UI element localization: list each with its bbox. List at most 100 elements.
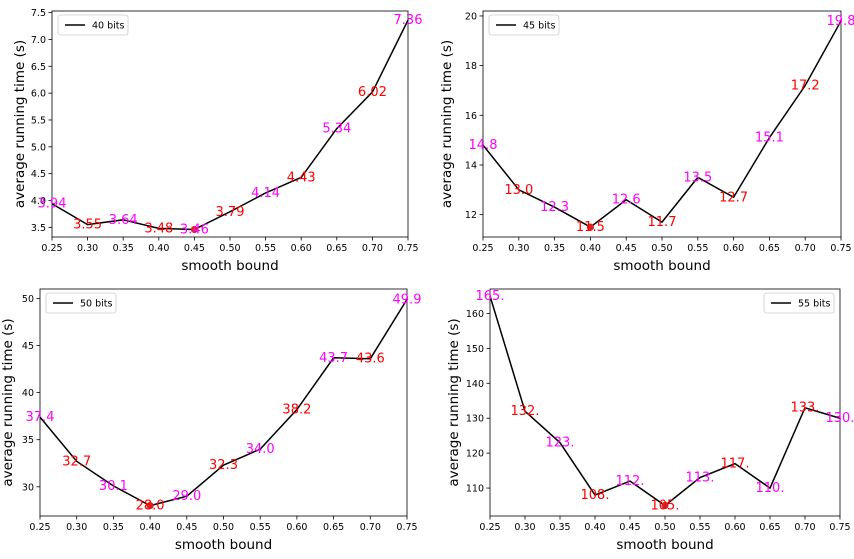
data-label: 13.0 <box>504 183 533 198</box>
x-tick-label: 0.30 <box>66 522 87 533</box>
y-axis-label: average running time (s) <box>446 318 462 486</box>
x-tick-label: 0.55 <box>250 522 271 533</box>
x-tick-label: 0.25 <box>41 243 62 254</box>
data-label: 123. <box>546 436 575 451</box>
x-tick-label: 0.70 <box>362 243 383 254</box>
legend-entry: 45 bits <box>523 21 556 32</box>
data-label: 38.2 <box>282 403 311 418</box>
legend-entry: 40 bits <box>92 21 125 32</box>
legend-box <box>763 292 835 314</box>
x-axis-label: smooth bound <box>181 258 278 274</box>
data-label: 4.14 <box>251 186 280 201</box>
data-label: 165. <box>476 289 505 304</box>
x-tick-label: 0.60 <box>286 522 307 533</box>
minimum-point-marker <box>661 501 669 510</box>
legend: 40 bits <box>57 14 129 36</box>
x-tick-label: 0.40 <box>140 522 161 533</box>
data-label: 3.55 <box>73 218 102 233</box>
data-label: 29.0 <box>172 489 201 504</box>
data-label: 4.43 <box>287 170 316 185</box>
data-label: 105. <box>651 499 680 514</box>
x-tick-label: 0.65 <box>759 522 780 533</box>
data-label: 110. <box>756 481 785 496</box>
x-tick-label: 0.45 <box>184 243 205 254</box>
data-label: 32.3 <box>209 458 238 473</box>
data-label: 11.7 <box>648 215 677 230</box>
chart-panel-2: 0.25 0.30 0.35 0.40 0.45 0.50 0.55 0.60 0.65 0.70… <box>439 10 854 274</box>
x-tick-label: 0.55 <box>689 522 710 533</box>
y-tick-label: 4.0 <box>31 196 46 207</box>
y-tick-label: 7.0 <box>31 35 46 46</box>
y-tick-label: 40 <box>22 388 34 399</box>
x-tick-label: 0.35 <box>549 522 570 533</box>
y-tick-label: 5.0 <box>31 142 46 153</box>
data-label: 17.2 <box>791 79 820 94</box>
data-label: 19.8 <box>827 14 854 29</box>
y-tick-label: 14 <box>465 160 477 171</box>
minimum-point-marker <box>146 502 154 510</box>
legend-box <box>488 14 560 36</box>
x-axis-label: smooth bound <box>175 537 272 553</box>
legend-entry: 50 bits <box>80 299 113 310</box>
x-tick-label: 0.45 <box>619 522 640 533</box>
data-label: 130. <box>826 411 854 426</box>
chart-panel-4: 0.25 0.30 0.35 0.40 0.45 0.50 0.55 0.60 0.65 0.70… <box>446 288 854 553</box>
y-tick-label: 20 <box>465 11 477 22</box>
data-label: 7.36 <box>394 13 423 28</box>
data-label: 49.9 <box>393 292 422 307</box>
chart-panel-1: 0.25 0.30 0.35 0.40 0.45 0.50 0.55 0.60 0.65 0.70… <box>12 8 422 274</box>
data-label: 43.7 <box>319 351 348 366</box>
series-line <box>51 19 409 231</box>
data-label: 3.46 <box>180 222 209 237</box>
data-label: 132. <box>511 404 540 419</box>
x-tick-label: 0.75 <box>396 522 417 533</box>
data-label: 14.8 <box>469 138 498 153</box>
y-tick-label: 130 <box>466 414 484 425</box>
y-tick-label: 5.5 <box>31 115 46 126</box>
x-tick-label: 0.65 <box>759 243 780 254</box>
data-label: 3.79 <box>216 205 245 220</box>
data-label: 30.1 <box>99 479 128 494</box>
y-tick-label: 4.5 <box>31 169 46 180</box>
y-tick-label: 16 <box>465 111 477 122</box>
data-label: 34.0 <box>246 442 275 457</box>
y-axis-label: average running time (s) <box>0 318 16 486</box>
x-tick-label: 0.35 <box>103 522 124 533</box>
y-axis-label: average running time (s) <box>439 40 455 208</box>
series-line <box>39 298 408 507</box>
x-tick-label: 0.55 <box>687 243 708 254</box>
data-label: 3.94 <box>38 197 67 212</box>
data-label: 113. <box>686 471 715 486</box>
x-tick-label: 0.30 <box>514 522 535 533</box>
data-label: 108. <box>581 488 610 503</box>
chart-panel-3: 0.25 0.30 0.35 0.40 0.45 0.50 0.55 0.60 0.65 0.70… <box>0 288 422 553</box>
series-line <box>482 20 842 228</box>
y-tick-label: 18 <box>465 61 477 72</box>
x-tick-label: 0.75 <box>830 243 851 254</box>
x-tick-label: 0.60 <box>724 522 745 533</box>
legend-box <box>45 292 117 314</box>
legend: 55 bits <box>763 292 835 314</box>
x-tick-label: 0.30 <box>77 243 98 254</box>
x-tick-label: 0.45 <box>176 522 197 533</box>
x-tick-label: 0.40 <box>580 243 601 254</box>
x-tick-label: 0.25 <box>479 522 500 533</box>
x-tick-label: 0.65 <box>326 243 347 254</box>
x-tick-label: 0.50 <box>654 522 675 533</box>
x-tick-label: 0.50 <box>651 243 672 254</box>
data-label: 11.5 <box>576 220 605 235</box>
x-tick-label: 0.40 <box>148 243 169 254</box>
data-label: 12.3 <box>540 200 569 215</box>
x-tick-label: 0.40 <box>584 522 605 533</box>
plot-frame <box>489 288 841 517</box>
data-label: 3.48 <box>144 221 173 236</box>
y-tick-label: 110 <box>466 484 484 495</box>
x-tick-label: 0.50 <box>213 522 234 533</box>
minimum-point-marker <box>586 223 595 231</box>
data-label: 133. <box>791 401 820 416</box>
x-axis-label: smooth bound <box>616 537 713 553</box>
legend: 45 bits <box>488 14 560 36</box>
data-label: 28.0 <box>136 499 165 514</box>
x-tick-label: 0.70 <box>794 522 815 533</box>
data-label: 5.34 <box>322 122 351 137</box>
